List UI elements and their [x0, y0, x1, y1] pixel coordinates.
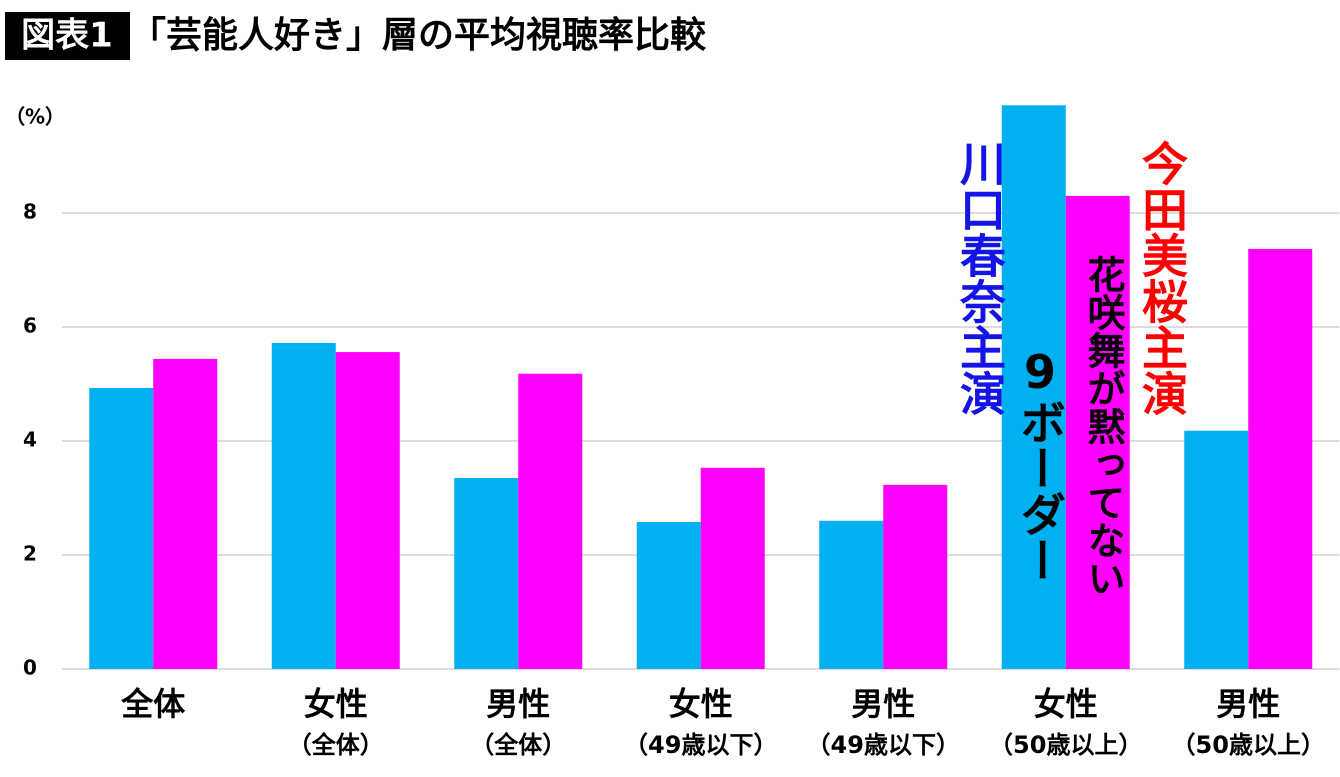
x-tick-label: （50歳以上）: [989, 731, 1142, 759]
y-tick-label: 8: [23, 200, 37, 224]
x-tick-label: 男性: [851, 685, 915, 723]
x-tick-label: 男性: [486, 685, 550, 723]
bar: [454, 478, 519, 669]
x-tick-label: （50歳以上）: [1172, 731, 1325, 759]
title-label: 図表1: [21, 16, 113, 56]
bar: [636, 521, 701, 669]
bar: [89, 387, 154, 669]
bar: [1184, 430, 1249, 669]
annotation: 今田美桜主演: [1135, 140, 1189, 416]
x-tick-label: （全体）: [470, 731, 566, 759]
annotation: 川口春奈主演: [953, 140, 1007, 416]
bar: [271, 342, 336, 669]
x-tick-label: 女性: [304, 685, 368, 723]
title-label-box: [5, 12, 130, 60]
bar: [335, 352, 400, 669]
bar: [518, 373, 583, 669]
x-tick-label: （全体）: [288, 731, 384, 759]
x-tick-label: 男性: [1216, 685, 1280, 723]
x-tick-label: （49歳以下）: [624, 731, 777, 759]
bar: [1065, 195, 1130, 669]
y-label: （%）: [5, 105, 65, 129]
y-tick-label: 2: [23, 542, 37, 566]
bar: [819, 520, 884, 669]
y-tick-label: 6: [23, 314, 37, 338]
bar: [1001, 105, 1066, 669]
y-tick-label: 4: [23, 428, 37, 452]
annotation: 9ボーダー: [1013, 345, 1067, 583]
bar: [153, 358, 218, 669]
bar: [883, 484, 948, 669]
x-tick-label: 女性: [1034, 685, 1098, 723]
x-tick-label: （49歳以下）: [807, 731, 960, 759]
x-tick-label: 全体: [120, 685, 185, 723]
x-tick-label: 女性: [669, 685, 733, 723]
chart-title: 「芸能人好き」層の平均視聴率比較: [130, 15, 707, 56]
bar: [700, 467, 765, 669]
y-tick-label: 0: [23, 656, 37, 680]
annotation: 花咲舞が黙ってない: [1081, 255, 1125, 597]
bar: [1248, 248, 1313, 669]
